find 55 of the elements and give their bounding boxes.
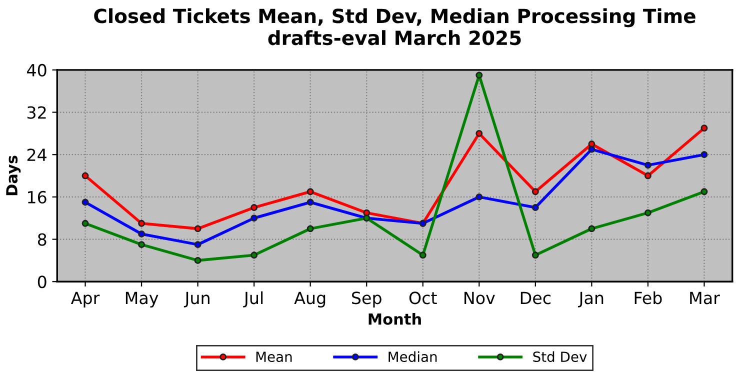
y-axis-title: Days — [6, 156, 21, 196]
point — [306, 188, 314, 196]
point — [700, 188, 708, 196]
point — [588, 140, 596, 148]
legend-label: Std Dev — [533, 351, 587, 362]
point — [644, 209, 652, 216]
x-tick-label: Nov — [464, 292, 495, 304]
x-tick-label: Jul — [243, 291, 263, 308]
x-tick-label: Oct — [409, 292, 437, 304]
y-tick-label: 40 — [27, 64, 46, 76]
point — [476, 193, 483, 200]
point — [476, 130, 483, 137]
point — [306, 225, 314, 232]
x-tick-label: Sep — [352, 292, 382, 308]
y-tick-label: 8 — [38, 233, 46, 246]
point — [194, 241, 202, 248]
point — [194, 225, 202, 232]
point — [82, 198, 89, 206]
point — [700, 151, 708, 158]
point — [644, 162, 652, 169]
legend-label: Median — [388, 351, 437, 362]
point — [138, 241, 146, 248]
y-tick-label: 16 — [28, 190, 46, 204]
point — [250, 214, 258, 222]
point — [82, 172, 89, 180]
point — [306, 198, 314, 206]
point — [476, 72, 483, 79]
point — [138, 230, 146, 238]
point — [532, 252, 539, 259]
point — [250, 252, 258, 259]
legend-label: Mean — [256, 352, 292, 362]
point — [644, 172, 652, 180]
point — [250, 204, 258, 211]
x-tick-label: Mar — [690, 292, 720, 304]
x-tick-label: Feb — [634, 291, 662, 304]
x-tick-label: Jun — [184, 292, 210, 308]
point — [532, 188, 539, 196]
point — [138, 220, 146, 227]
x-tick-label: Apr — [70, 292, 100, 308]
point — [82, 220, 89, 227]
x-tick-label: Aug — [294, 292, 326, 308]
x-axis-title: Month — [368, 313, 421, 325]
point — [700, 124, 708, 132]
y-tick-label: 24 — [27, 148, 46, 161]
x-tick-label: May — [126, 292, 158, 308]
y-tick-label: 32 — [27, 106, 46, 119]
point — [588, 225, 596, 232]
point — [588, 146, 596, 153]
point — [194, 256, 202, 264]
chart-title: Closed Tickets Mean, Std Dev, Median Processing Time drafts-eval March 2025 — [94, 8, 696, 46]
y-tick-label: 0 — [38, 276, 46, 288]
x-tick-label: Dec — [520, 292, 551, 304]
point — [532, 204, 539, 211]
x-tick-label: Jan — [578, 292, 604, 308]
point — [419, 252, 426, 259]
